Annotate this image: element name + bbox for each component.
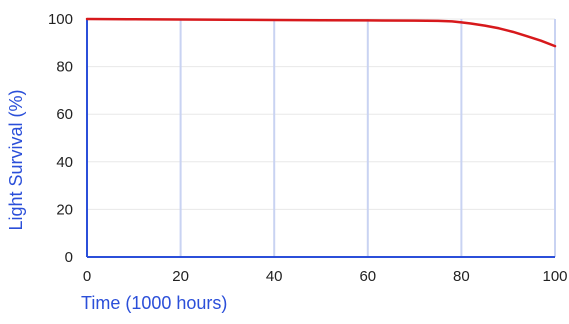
x-tick-label: 20 [172,268,189,285]
x-tick-label: 40 [266,268,283,285]
series-line [85,17,557,48]
y-tick-label: 60 [56,106,73,123]
y-axis-title: Light Survival (%) [6,89,26,230]
y-tick-label: 20 [56,201,73,218]
y-tick-label: 0 [65,249,73,266]
y-tick-label: 40 [56,154,73,171]
x-tick-label: 100 [542,268,567,285]
x-axis-title: Time (1000 hours) [81,293,227,313]
x-tick-label: 80 [453,268,470,285]
y-tick-label: 100 [48,11,73,28]
x-tick-label: 0 [83,268,91,285]
x-tick-label: 60 [359,268,376,285]
y-tick-label: 80 [56,59,73,76]
